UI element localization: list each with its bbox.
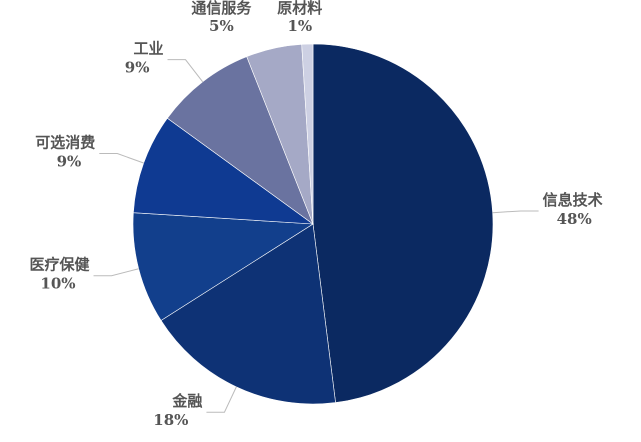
leader-line (93, 268, 139, 277)
pie-slice (133, 117, 315, 225)
value-label: 48% (557, 210, 592, 228)
pie-slice (312, 43, 494, 403)
leader-line (492, 210, 539, 214)
value-label: 10% (40, 275, 75, 293)
slice-label: 通信服务 (191, 0, 252, 17)
pie-slice (301, 43, 314, 225)
slice-label: 工业 (133, 40, 163, 58)
leader-line (167, 59, 204, 83)
value-label: 9% (125, 59, 150, 77)
value-label: 18% (153, 411, 188, 429)
pie-slice (132, 212, 314, 321)
slice-label: 可选消费 (35, 134, 95, 152)
leader-line (99, 153, 144, 164)
pie-slice (160, 223, 336, 405)
value-label: 9% (57, 153, 82, 171)
slice-label: 医疗保健 (30, 256, 90, 274)
leader-line (206, 386, 237, 413)
value-label: 1% (287, 17, 312, 35)
slice-label: 金融 (171, 392, 202, 410)
slice-label: 信息技术 (543, 191, 603, 209)
value-label: 5% (209, 17, 234, 35)
slice-label: 原材料 (277, 0, 322, 17)
pie-slice (166, 56, 314, 225)
